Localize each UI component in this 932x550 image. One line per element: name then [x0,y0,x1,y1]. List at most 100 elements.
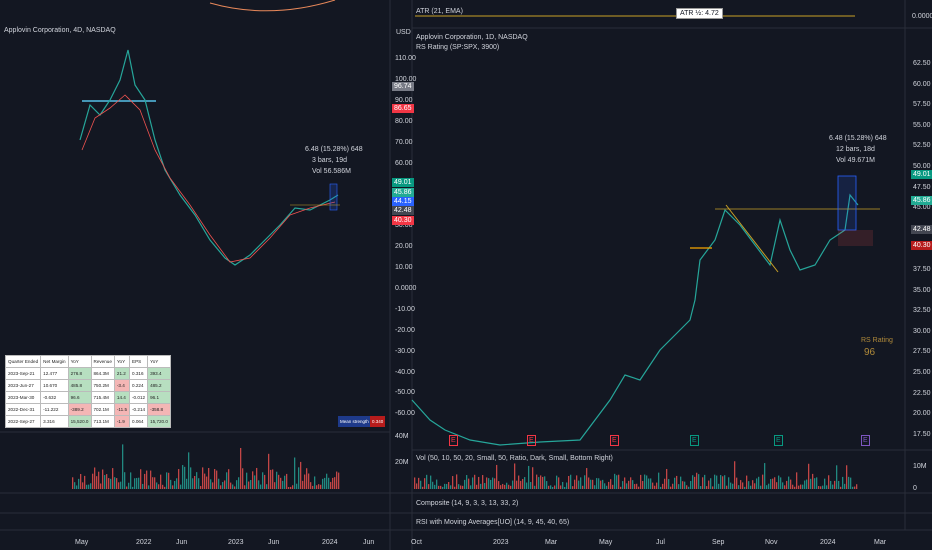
volume-bar [540,475,542,489]
volume-bar [470,485,472,489]
volume-bar [126,486,128,489]
table-cell: 750.2M [90,379,115,392]
volume-bar [194,476,196,489]
volume-bar [634,484,636,489]
volume-bar [686,485,688,489]
volume-bar [736,477,738,489]
price-line [79,49,339,266]
volume-bar [280,477,282,489]
volume-bar [414,477,416,489]
volume-bar [174,480,176,489]
volume-bar [724,475,726,489]
volume-bar [836,465,838,489]
volume-bar [826,485,828,489]
volume-bar [732,483,734,489]
volume-bar [682,481,684,489]
volume-bar [478,476,480,489]
table-cell: YoY [113,355,131,368]
fundamentals-table: Quarter Ended Net Margin YoY Revenue YoY EPS Y… [4,355,171,428]
volume-bar [506,482,508,489]
indicator-label: Vol (50, 10, 50, 20, Small, 50, Ratio, D… [416,455,613,462]
volume-bar [284,475,286,489]
volume-bar [482,475,484,489]
x-tick-label: 2023 [228,539,244,546]
volume-bar [274,482,276,489]
y-tick-label: 20.00 [913,410,931,418]
volume-bar [190,467,192,489]
measure-label: Vol 49.671M [836,157,875,164]
volume-bar [318,484,320,489]
table-cell: Quarter Ended [4,355,42,368]
volume-bar [338,472,340,489]
measure-label: 3 bars, 19d [312,157,348,164]
volume-bar [796,472,798,489]
volume-bar [268,453,270,489]
volume-bar [304,474,306,489]
volume-bar [646,475,648,489]
volume-bar [226,472,228,489]
volume-bar [710,478,712,489]
volume-bar [754,483,756,489]
volume-bar [544,476,546,489]
volume-bar [320,484,322,489]
volume-bar [762,474,764,489]
volume-bar [220,485,222,489]
volume-bar [788,476,790,489]
volume-bar [550,485,552,489]
y-tick-label: 45.00 [913,204,931,212]
volume-bar [140,469,142,489]
volume-bar [102,469,104,489]
x-tick-label: Sep [712,539,725,546]
volume-bar [78,478,80,489]
volume-bar [418,477,420,489]
volume-bar [158,484,160,489]
earnings-marker: E [774,435,783,446]
volume-bar [662,483,664,489]
volume-bar [492,477,494,489]
volume-bar [574,479,576,489]
volume-bar [302,480,304,489]
volume-bar [852,486,854,489]
earnings-marker: E [610,435,619,446]
volume-bar [138,477,140,489]
volume-bar [594,485,596,489]
volume-bar [84,475,86,489]
volume-bar [106,474,108,489]
volume-bar [494,478,496,489]
table-cell: 2023-Jun-27 [4,379,42,392]
rs-value: 96 [864,347,876,358]
volume-bar [496,464,498,489]
volume-bar [548,485,550,489]
volume-bar [538,477,540,489]
volume-bar [182,465,184,489]
earnings-marker: E [527,435,536,446]
volume-bar [728,477,730,489]
volume-bar [704,474,706,489]
volume-bar [438,485,440,489]
y-tick-label: -40.00 [395,368,415,376]
volume-bar [526,482,528,489]
trend-line [725,204,779,273]
volume-bar [502,483,504,489]
volume-bar [562,481,564,489]
x-tick-label: 2024 [322,539,338,546]
volume-bar [204,473,206,489]
volume-bar [624,477,626,489]
volume-bar [672,483,674,489]
measure-label: Vol 56.586M [312,168,351,175]
volume-bar [528,465,530,489]
volume-bar [432,481,434,489]
volume-bar [88,484,90,489]
volume-bar [72,477,74,489]
volume-bar [556,475,558,489]
volume-bar [792,484,794,489]
volume-bar [830,480,832,489]
volume-bar [86,484,88,489]
volume-bar [558,477,560,489]
volume-bar [334,477,336,489]
y-tick-label: 20M [395,459,409,466]
volume-bar [712,486,714,489]
volume-bar [812,473,814,489]
volume-bar [514,463,516,489]
